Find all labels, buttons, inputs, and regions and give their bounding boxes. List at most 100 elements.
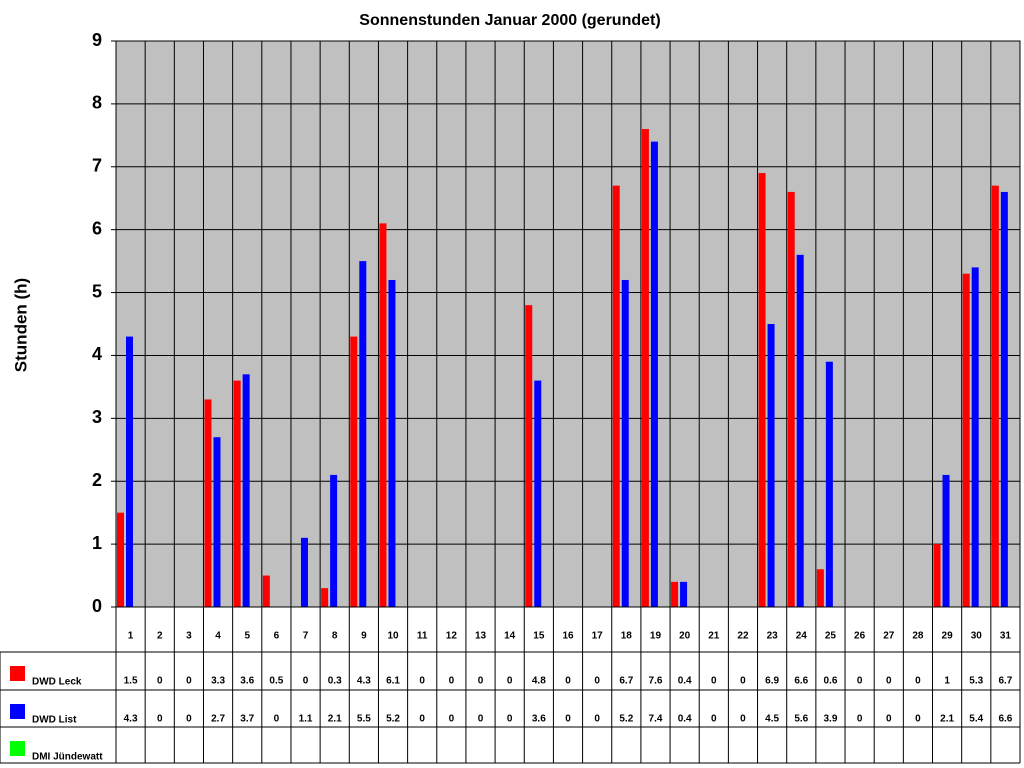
bar bbox=[534, 380, 542, 607]
x-tick-label: 26 bbox=[854, 631, 866, 642]
table-value: 0.6 bbox=[823, 676, 837, 687]
bar bbox=[126, 336, 133, 607]
table-value: 6.6 bbox=[998, 714, 1012, 725]
table-value: 0 bbox=[507, 676, 513, 687]
x-tick-label: 25 bbox=[825, 631, 837, 642]
table-value: 0 bbox=[186, 714, 192, 725]
table-value: 0 bbox=[565, 676, 571, 687]
x-tick-label: 31 bbox=[1000, 631, 1012, 642]
table-value: 2.7 bbox=[211, 714, 225, 725]
plot-border bbox=[115, 40, 1021, 608]
table-value: 0.5 bbox=[269, 676, 283, 687]
table-value: 0 bbox=[711, 676, 717, 687]
bar bbox=[787, 191, 795, 607]
y-tick-label: 3 bbox=[92, 407, 102, 427]
x-tick-label: 29 bbox=[942, 631, 954, 642]
x-tick-label: 24 bbox=[796, 631, 808, 642]
bar bbox=[359, 261, 367, 607]
legend-label: DWD List bbox=[32, 715, 77, 726]
table-value: 2.1 bbox=[328, 714, 342, 725]
table-value: 0 bbox=[303, 676, 309, 687]
bar bbox=[650, 141, 658, 607]
x-tick-label: 8 bbox=[332, 631, 338, 642]
table-value: 7.6 bbox=[649, 676, 663, 687]
table-value: 0 bbox=[507, 714, 513, 725]
x-tick-label: 12 bbox=[446, 631, 458, 642]
bar bbox=[680, 581, 688, 607]
x-tick-label: 19 bbox=[650, 631, 662, 642]
table-value: 0 bbox=[274, 714, 280, 725]
table-value: 0.4 bbox=[678, 676, 692, 687]
table-value: 3.6 bbox=[240, 676, 254, 687]
table-value: 0 bbox=[419, 676, 425, 687]
legend-label: DWD Leck bbox=[32, 677, 82, 688]
bar bbox=[1000, 191, 1008, 607]
table-value: 2.1 bbox=[940, 714, 954, 725]
x-tick-label: 15 bbox=[533, 631, 545, 642]
bar bbox=[242, 374, 250, 607]
y-tick-label: 8 bbox=[92, 93, 102, 113]
table-value: 3.7 bbox=[240, 714, 254, 725]
table-value: 0 bbox=[157, 676, 163, 687]
x-tick-label: 11 bbox=[417, 631, 428, 642]
x-tick-label: 4 bbox=[215, 631, 221, 642]
x-tick-label: 6 bbox=[274, 631, 280, 642]
bar bbox=[350, 336, 358, 607]
bar bbox=[233, 380, 241, 607]
bar bbox=[971, 267, 979, 607]
bar bbox=[641, 129, 649, 608]
table-value: 5.3 bbox=[969, 676, 983, 687]
table-value: 0 bbox=[915, 714, 921, 725]
x-tick-label: 23 bbox=[767, 631, 779, 642]
table-value: 0 bbox=[157, 714, 163, 725]
bar bbox=[525, 305, 533, 607]
x-tick-label: 10 bbox=[387, 631, 399, 642]
bar bbox=[300, 537, 308, 607]
bar bbox=[204, 399, 212, 607]
bar bbox=[262, 575, 270, 607]
table-value: 5.2 bbox=[386, 714, 400, 725]
table-value: 0.3 bbox=[328, 676, 342, 687]
bar bbox=[825, 361, 833, 607]
table-value: 3.3 bbox=[211, 676, 225, 687]
table-value: 0 bbox=[886, 714, 892, 725]
table-value: 0 bbox=[740, 676, 746, 687]
table-value: 0 bbox=[419, 714, 425, 725]
y-tick-label: 7 bbox=[92, 156, 102, 176]
table-value: 5.6 bbox=[794, 714, 808, 725]
table-value: 0 bbox=[740, 714, 746, 725]
table-value: 0 bbox=[915, 676, 921, 687]
x-tick-label: 18 bbox=[621, 631, 633, 642]
table-value: 1 bbox=[944, 676, 950, 687]
x-tick-label: 27 bbox=[883, 631, 895, 642]
x-tick-label: 30 bbox=[971, 631, 983, 642]
x-tick-label: 5 bbox=[244, 631, 250, 642]
table-value: 6.7 bbox=[998, 676, 1012, 687]
table-value: 0.4 bbox=[678, 714, 692, 725]
legend-key bbox=[10, 704, 25, 719]
table-value: 0 bbox=[186, 676, 192, 687]
y-tick-label: 2 bbox=[92, 470, 102, 490]
y-tick-label: 1 bbox=[92, 533, 102, 553]
table-value: 4.8 bbox=[532, 676, 546, 687]
table-value: 4.5 bbox=[765, 714, 779, 725]
x-tick-label: 28 bbox=[912, 631, 924, 642]
table-value: 0 bbox=[478, 676, 484, 687]
table-value: 3.9 bbox=[823, 714, 837, 725]
bar bbox=[213, 437, 221, 607]
bar bbox=[612, 185, 620, 607]
x-tick-label: 22 bbox=[737, 631, 749, 642]
bar bbox=[933, 544, 941, 607]
x-tick-label: 17 bbox=[592, 631, 604, 642]
x-tick-label: 20 bbox=[679, 631, 691, 642]
table-value: 0 bbox=[449, 714, 455, 725]
bar bbox=[758, 173, 766, 608]
x-tick-label: 14 bbox=[504, 631, 516, 642]
plot-area bbox=[116, 41, 1020, 607]
bar bbox=[942, 474, 950, 607]
table-value: 5.5 bbox=[357, 714, 371, 725]
y-tick-label: 0 bbox=[92, 596, 102, 616]
bar bbox=[767, 324, 775, 607]
